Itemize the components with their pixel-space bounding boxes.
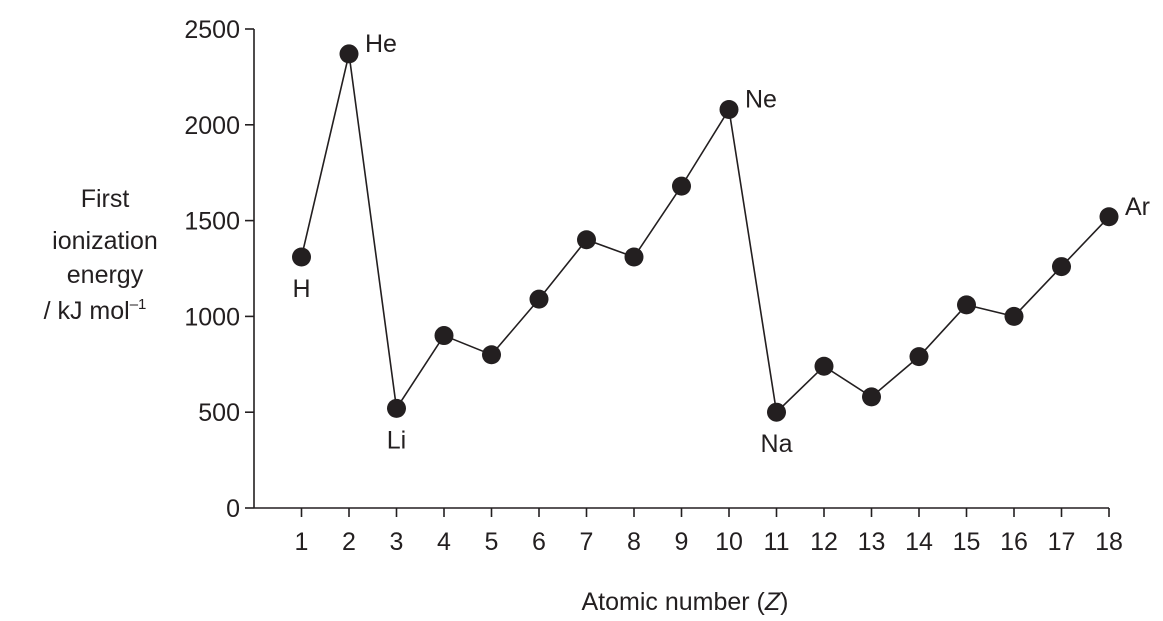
data-point xyxy=(387,398,406,418)
data-point xyxy=(1004,306,1024,326)
point-label: Li xyxy=(387,426,406,454)
x-tick-label: 9 xyxy=(675,528,689,556)
y-axis-title-line: energy xyxy=(67,261,144,289)
point-label: H xyxy=(292,275,310,303)
y-axis-title-unit: / kJ mol–1 xyxy=(44,296,147,325)
y-tick-label: 0 xyxy=(226,495,240,523)
x-axis-title-pre: Atomic number ( xyxy=(582,588,766,616)
point-labels: H He Li Ne Na Ar xyxy=(292,30,1150,458)
data-point xyxy=(339,44,359,64)
point-label: He xyxy=(365,30,397,58)
data-point xyxy=(1099,207,1119,227)
point-label: Ar xyxy=(1125,193,1150,221)
y-axis-unit-text: / kJ mol xyxy=(44,297,130,325)
y-axis-unit-superscript: –1 xyxy=(130,296,147,313)
data-point xyxy=(624,247,644,267)
data-point xyxy=(814,356,834,376)
axes xyxy=(253,29,1109,509)
data-point xyxy=(862,387,881,407)
y-tick-label: 500 xyxy=(198,399,240,427)
data-points xyxy=(292,44,1119,422)
x-tick-label: 17 xyxy=(1048,528,1076,556)
x-tick-label: 15 xyxy=(953,528,981,556)
y-tick-label: 1000 xyxy=(184,303,240,331)
x-tick-label: 14 xyxy=(905,528,933,556)
x-tick-label: 13 xyxy=(858,528,886,556)
x-tick-label: 6 xyxy=(532,528,546,556)
data-point xyxy=(957,295,976,315)
data-point xyxy=(434,326,454,346)
x-tick-label: 8 xyxy=(627,528,641,556)
data-point xyxy=(767,402,786,422)
data-point xyxy=(719,99,739,119)
series-line xyxy=(300,53,1110,414)
data-point xyxy=(529,289,549,309)
y-axis-title-line: ionization xyxy=(52,227,158,255)
data-point xyxy=(482,345,501,365)
point-label: Ne xyxy=(745,85,777,113)
x-axis-title-post: ) xyxy=(780,588,788,616)
data-point xyxy=(672,176,691,196)
point-label: Na xyxy=(761,430,793,458)
x-tick-label: 16 xyxy=(1000,528,1028,556)
y-axis-title: First ionization energy / kJ mol–1 xyxy=(44,185,158,325)
x-tick-label: 3 xyxy=(390,528,404,556)
x-tick-label: 10 xyxy=(715,528,743,556)
x-axis-title: Atomic number (Z) xyxy=(582,588,789,616)
series-polyline xyxy=(300,53,1110,414)
data-point xyxy=(292,247,311,267)
data-point xyxy=(1052,257,1071,277)
x-tick-label: 11 xyxy=(764,528,790,556)
data-point xyxy=(577,230,596,250)
y-tick-label: 2000 xyxy=(184,112,240,140)
x-tick-label: 4 xyxy=(437,528,451,556)
x-tick-label: 18 xyxy=(1095,528,1123,556)
x-ticks: 1 2 3 4 5 6 7 8 9 10 11 12 13 14 15 16 17 18 xyxy=(295,508,1123,556)
x-tick-label: 1 xyxy=(295,528,309,556)
y-tick-label: 2500 xyxy=(184,16,240,44)
x-tick-label: 12 xyxy=(810,528,838,556)
x-tick-label: 2 xyxy=(342,528,356,556)
x-tick-label: 5 xyxy=(485,528,499,556)
y-ticks: 0 500 1000 1500 2000 2500 xyxy=(184,16,254,523)
y-axis-title-line: First xyxy=(81,185,130,213)
data-point xyxy=(909,347,929,367)
x-axis-title-variable: Z xyxy=(764,588,781,616)
x-tick-label: 7 xyxy=(580,528,594,556)
y-tick-label: 1500 xyxy=(184,208,240,236)
